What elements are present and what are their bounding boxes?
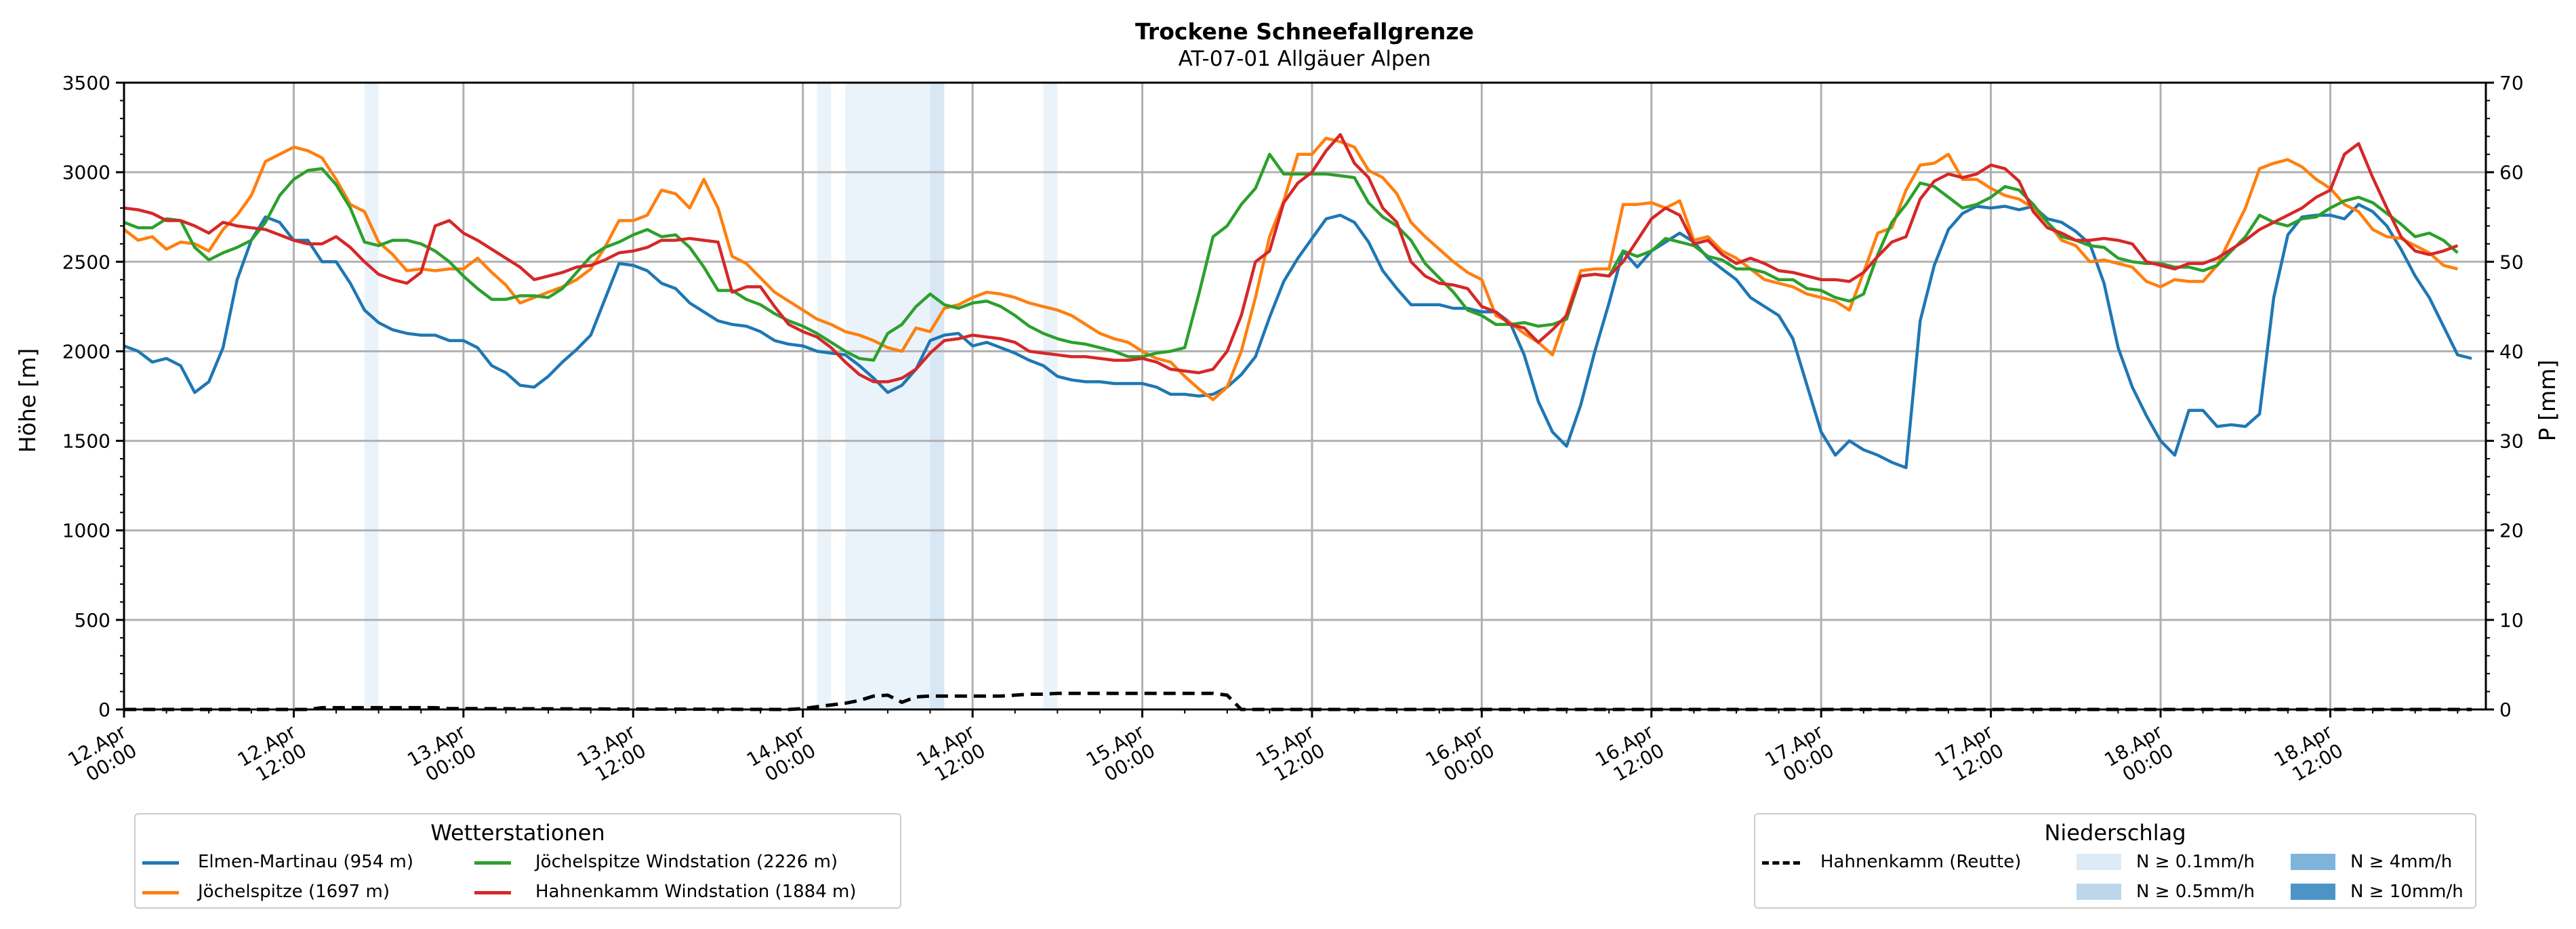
series-line-1 bbox=[123, 136, 2458, 402]
ytick-label-4: 2000 bbox=[62, 340, 110, 363]
legend-label-hahnenkamm-reutte: Hahnenkamm (Reutte) bbox=[1820, 852, 2022, 872]
precip-band-2 bbox=[845, 83, 931, 709]
stations-legend-title: Wetterstationen bbox=[430, 820, 605, 846]
series-line-2 bbox=[123, 152, 2459, 362]
y2tick-label-4: 40 bbox=[2499, 340, 2524, 363]
legend-label-n05: N ≥ 0.5mm/h bbox=[2136, 882, 2255, 902]
ytick-label-1: 500 bbox=[75, 609, 110, 632]
series-line-3 bbox=[123, 133, 2459, 384]
precip-legend-title: Niederschlag bbox=[2044, 820, 2186, 846]
chart-title: Trockene Schneefallgrenze bbox=[1135, 18, 1474, 45]
y2tick-label-1: 10 bbox=[2499, 609, 2524, 632]
ytick-label-6: 3000 bbox=[62, 161, 110, 184]
ytick-label-7: 3500 bbox=[62, 72, 110, 94]
stations-legend: Wetterstationen Elmen-Martinau (954 m) J… bbox=[134, 813, 901, 909]
precip-line bbox=[124, 691, 2472, 711]
legend-swatch-hahnenkamm-reutte bbox=[1762, 861, 1800, 865]
legend-label-hahnenkamm-wind: Hahnenkamm Windstation (1884 m) bbox=[535, 882, 857, 902]
legend-swatch-n05 bbox=[2077, 884, 2121, 900]
y-axis-label: Höhe [m] bbox=[14, 348, 41, 453]
legend-swatch-joechelspitze bbox=[142, 891, 179, 894]
ytick-label-2: 1000 bbox=[62, 520, 110, 542]
y2tick-label-2: 20 bbox=[2499, 520, 2524, 542]
series-line-0 bbox=[123, 203, 2472, 470]
legend-label-joechelspitze: Jöchelspitze (1697 m) bbox=[198, 882, 390, 902]
ytick-label-0: 0 bbox=[98, 699, 110, 721]
legend-swatch-n10 bbox=[2291, 884, 2335, 900]
precip-band-0 bbox=[364, 83, 379, 709]
chart-subtitle: AT-07-01 Allgäuer Alpen bbox=[1179, 47, 1431, 71]
legend-swatch-joechelspitze-wind bbox=[474, 861, 511, 865]
y2tick-label-7: 70 bbox=[2499, 72, 2524, 94]
ytick-label-5: 2500 bbox=[62, 251, 110, 273]
legend-swatch-hahnenkamm-wind bbox=[474, 891, 511, 894]
plot-frame bbox=[123, 81, 2487, 711]
legend-label-n4: N ≥ 4mm/h bbox=[2350, 852, 2453, 872]
y2tick-label-6: 60 bbox=[2499, 161, 2524, 184]
y2tick-label-5: 50 bbox=[2499, 251, 2524, 273]
legend-label-n01: N ≥ 0.1mm/h bbox=[2136, 852, 2255, 872]
legend-swatch-elmen bbox=[142, 861, 179, 865]
y2tick-label-3: 30 bbox=[2499, 430, 2524, 453]
y2tick-label-0: 0 bbox=[2499, 699, 2512, 721]
legend-label-joechelspitze-wind: Jöchelspitze Windstation (2226 m) bbox=[535, 852, 838, 872]
legend-swatch-n4 bbox=[2291, 854, 2335, 870]
legend-label-elmen: Elmen-Martinau (954 m) bbox=[198, 852, 413, 872]
legend-label-n10: N ≥ 10mm/h bbox=[2350, 882, 2463, 902]
y2-axis-label: P [mm] bbox=[2534, 360, 2560, 441]
legend-swatch-n01 bbox=[2077, 854, 2121, 870]
precip-legend: Niederschlag Hahnenkamm (Reutte) N ≥ 0.1… bbox=[1754, 813, 2476, 909]
precip-band-4 bbox=[1043, 83, 1058, 709]
precip-bands bbox=[364, 83, 1058, 709]
precip-band-1 bbox=[817, 83, 832, 709]
series-lines bbox=[123, 133, 2472, 711]
precip-band-3 bbox=[930, 83, 945, 709]
ytick-label-3: 1500 bbox=[62, 430, 110, 453]
